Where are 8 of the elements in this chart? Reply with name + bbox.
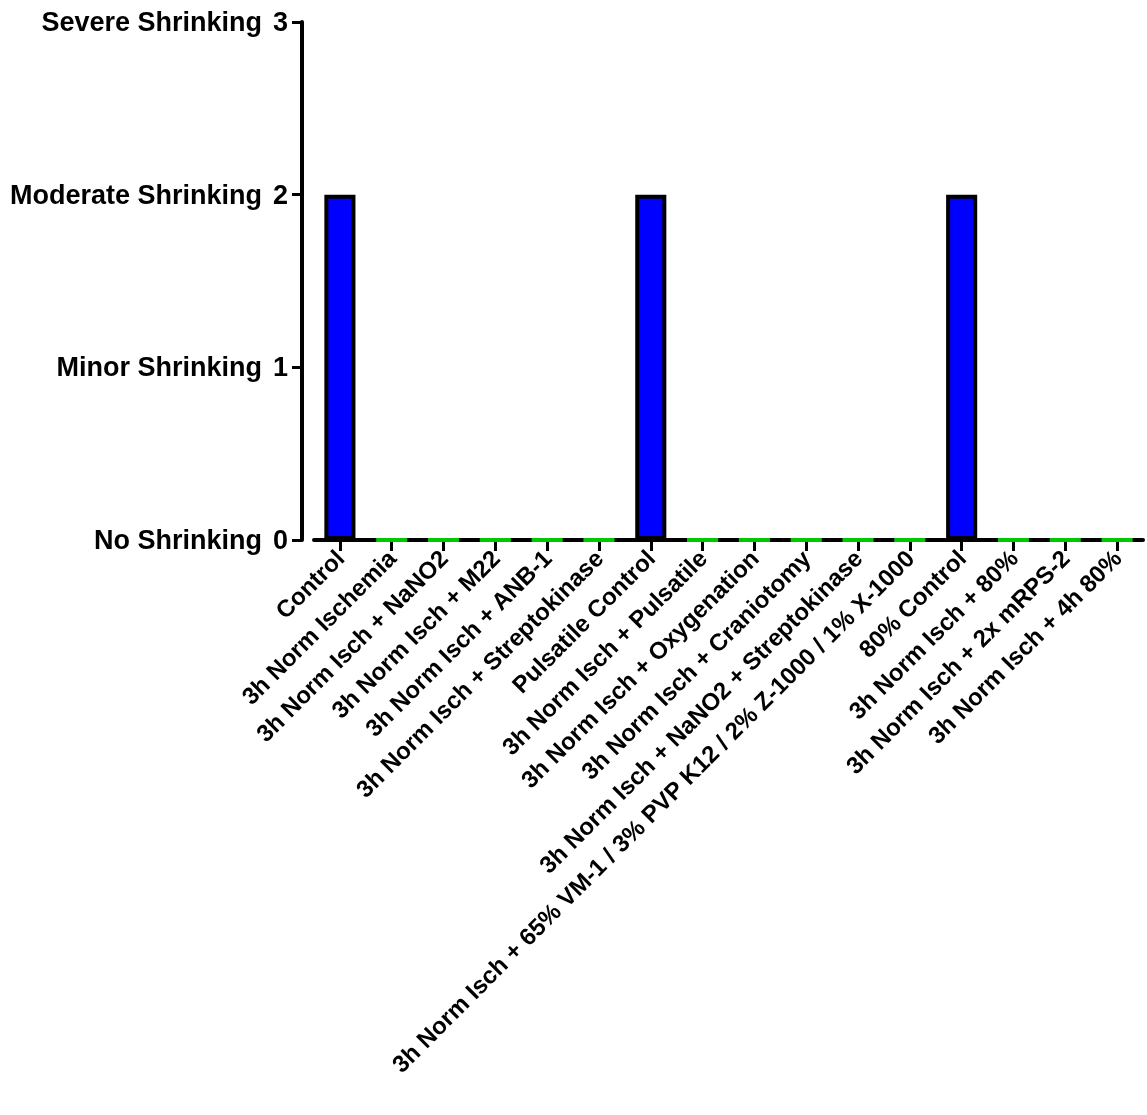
y-tick-label: 1	[272, 352, 288, 383]
y-tick-label: 3	[272, 7, 288, 37]
text: Minor Shrinking	[56, 352, 262, 383]
text: Severe Shrinking	[41, 7, 262, 37]
y-tick-label: 0	[272, 525, 288, 555]
text: Moderate Shrinking	[9, 179, 262, 210]
y-tick-label: 2	[272, 179, 288, 210]
text: No Shrinking	[94, 525, 262, 555]
